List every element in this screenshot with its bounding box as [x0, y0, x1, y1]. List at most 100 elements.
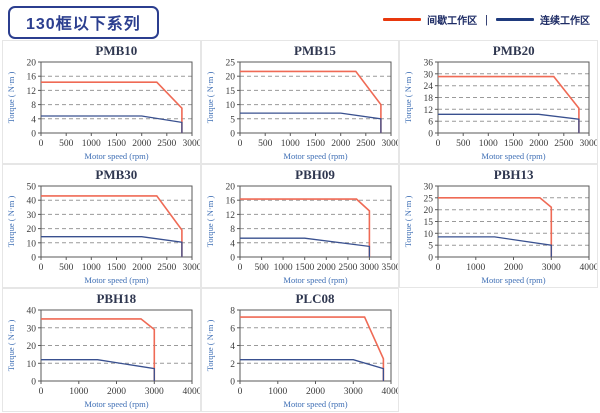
- svg-text:36: 36: [424, 59, 434, 69]
- svg-text:Motor speed (rpm): Motor speed (rpm): [482, 275, 546, 285]
- svg-text:Motor speed (rpm): Motor speed (rpm): [283, 399, 347, 409]
- legend-separator: |: [485, 13, 488, 26]
- svg-text:10: 10: [27, 360, 37, 370]
- chart-cell-plc08: PLC08 0 1000 2000 3000 4000 0 2 4 6 8 Motor speed …: [200, 288, 400, 412]
- svg-text:4: 4: [230, 342, 235, 352]
- legend-label-intermittent: 间歇工作区: [427, 16, 478, 27]
- svg-text:0: 0: [39, 263, 44, 273]
- continuous-line-swatch: [496, 18, 534, 21]
- svg-text:Motor speed (rpm): Motor speed (rpm): [482, 151, 546, 161]
- svg-text:12: 12: [27, 87, 37, 97]
- chart-cell-pbh09: PBH09 0 500 1000 1500 2000 2500 3000 3500 0 4 8 12 1…: [200, 164, 400, 288]
- svg-text:0: 0: [237, 387, 242, 397]
- svg-text:2: 2: [230, 360, 235, 370]
- svg-text:3500: 3500: [381, 263, 399, 273]
- svg-text:Motor speed (rpm): Motor speed (rpm): [283, 151, 347, 161]
- chart-plot-plc08: 0 1000 2000 3000 4000 0 2 4 6 8 Motor speed (rpm) T…: [205, 307, 399, 410]
- svg-text:40: 40: [27, 307, 37, 317]
- svg-text:1000: 1000: [82, 263, 101, 273]
- chart-title-pbh18: PBH18: [96, 291, 137, 306]
- chart-cell-pbh18: PBH18 0 1000 2000 3000 4000 0 10 20 30 40 Motor sp…: [2, 288, 201, 412]
- svg-text:50: 50: [27, 183, 37, 193]
- svg-text:30: 30: [424, 183, 434, 193]
- svg-text:1000: 1000: [69, 387, 88, 397]
- svg-text:0: 0: [31, 130, 36, 140]
- empty-cell: [399, 288, 598, 412]
- svg-text:2500: 2500: [157, 139, 176, 149]
- svg-text:20: 20: [27, 225, 37, 235]
- svg-text:2000: 2000: [132, 139, 151, 149]
- chart-plot-pmb15: 0 500 1000 1500 2000 2500 3000 0 5 10 15 20 25 Motor …: [205, 59, 399, 162]
- svg-text:30: 30: [27, 211, 37, 221]
- svg-text:0: 0: [31, 378, 36, 388]
- svg-text:12: 12: [225, 211, 235, 221]
- chart-plot-pbh18: 0 1000 2000 3000 4000 0 10 20 30 40 Motor speed (r…: [6, 307, 200, 410]
- svg-text:1500: 1500: [107, 139, 126, 149]
- svg-text:2000: 2000: [107, 387, 126, 397]
- svg-text:5: 5: [230, 115, 235, 125]
- legend-item-continuous: 连续工作区: [496, 12, 590, 27]
- svg-text:0: 0: [230, 254, 235, 264]
- svg-text:15: 15: [225, 87, 235, 97]
- svg-text:2000: 2000: [306, 387, 325, 397]
- svg-text:1500: 1500: [107, 263, 126, 273]
- svg-text:10: 10: [27, 239, 37, 249]
- svg-text:1000: 1000: [479, 139, 498, 149]
- chart-cell-pmb10: PMB10 0 500 1000 1500 2000 2500 3000 0 4 8 12 16 20 M…: [2, 40, 201, 164]
- svg-text:20: 20: [27, 342, 37, 352]
- svg-text:12: 12: [424, 106, 434, 116]
- svg-text:0: 0: [31, 254, 36, 264]
- chart-title-pmb15: PMB15: [294, 43, 336, 58]
- svg-text:10: 10: [424, 230, 434, 240]
- svg-text:18: 18: [424, 94, 434, 104]
- svg-text:Motor speed (rpm): Motor speed (rpm): [283, 275, 347, 285]
- svg-text:20: 20: [424, 206, 434, 216]
- svg-text:30: 30: [424, 70, 434, 80]
- svg-text:1500: 1500: [295, 263, 314, 273]
- svg-text:0: 0: [429, 254, 434, 264]
- svg-text:3000: 3000: [183, 263, 201, 273]
- svg-text:4: 4: [230, 239, 235, 249]
- svg-text:1500: 1500: [306, 139, 325, 149]
- legend-item-intermittent: 间歇工作区: [383, 12, 477, 27]
- svg-text:16: 16: [27, 73, 37, 83]
- svg-text:0: 0: [230, 378, 235, 388]
- svg-text:0: 0: [39, 387, 44, 397]
- svg-text:2000: 2000: [504, 263, 523, 273]
- svg-text:5: 5: [429, 242, 434, 252]
- svg-text:500: 500: [254, 263, 269, 273]
- svg-text:20: 20: [225, 73, 235, 83]
- chart-cell-pmb20: PMB20 0 500 1000 1500 2000 2500 3000 0 6 12 18 24 30…: [399, 40, 598, 164]
- svg-text:30: 30: [27, 324, 37, 334]
- intermittent-line-swatch: [383, 18, 422, 21]
- svg-text:0: 0: [429, 130, 434, 140]
- svg-text:10: 10: [225, 101, 235, 111]
- svg-text:2000: 2000: [316, 263, 335, 273]
- legend: 间歇工作区 | 连续工作区: [383, 12, 590, 27]
- svg-text:2500: 2500: [157, 263, 176, 273]
- svg-text:25: 25: [225, 59, 235, 69]
- svg-text:Torque ( N·m ): Torque ( N·m ): [6, 320, 16, 372]
- charts-grid: PMB10 0 500 1000 1500 2000 2500 3000 0 4 8 12 16 20 M…: [2, 40, 598, 412]
- svg-text:3000: 3000: [580, 139, 598, 149]
- svg-text:3000: 3000: [183, 139, 201, 149]
- svg-text:0: 0: [436, 139, 441, 149]
- svg-text:0: 0: [230, 130, 235, 140]
- svg-text:3000: 3000: [542, 263, 561, 273]
- chart-cell-pmb30: PMB30 0 500 1000 1500 2000 2500 3000 0 10 20 30 40 5…: [2, 164, 201, 288]
- svg-text:6: 6: [429, 118, 434, 128]
- svg-text:4000: 4000: [381, 387, 399, 397]
- svg-text:Torque ( N·m ): Torque ( N·m ): [403, 196, 413, 248]
- svg-text:1000: 1000: [467, 263, 486, 273]
- svg-text:3000: 3000: [360, 263, 379, 273]
- svg-text:3000: 3000: [381, 139, 399, 149]
- svg-text:0: 0: [436, 263, 441, 273]
- svg-text:40: 40: [27, 197, 37, 207]
- svg-text:Torque ( N·m ): Torque ( N·m ): [6, 196, 16, 248]
- chart-plot-pmb10: 0 500 1000 1500 2000 2500 3000 0 4 8 12 16 20 Motor s…: [6, 59, 201, 162]
- svg-text:20: 20: [225, 183, 235, 193]
- svg-text:1500: 1500: [504, 139, 523, 149]
- svg-text:16: 16: [225, 197, 235, 207]
